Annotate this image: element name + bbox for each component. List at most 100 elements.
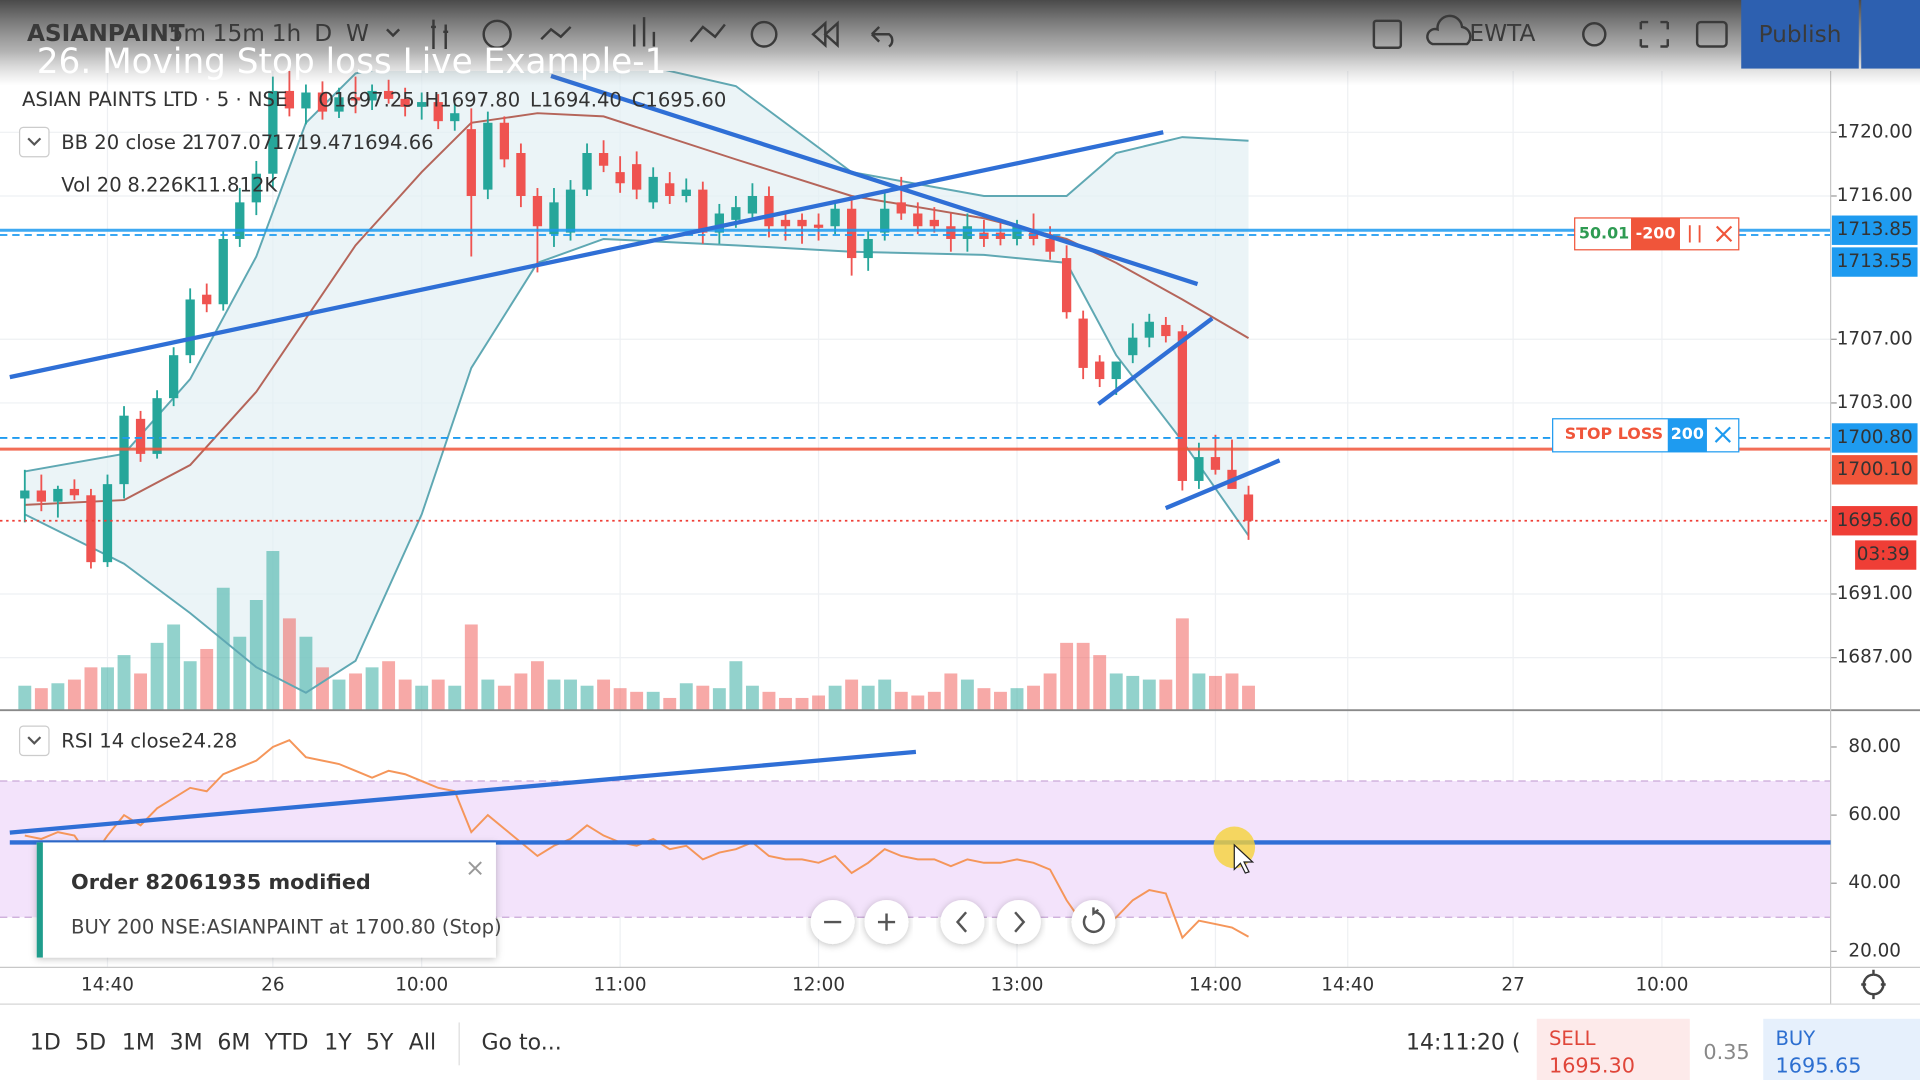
sell-price[interactable]: 1695.30 [1549, 1054, 1635, 1078]
interval[interactable]: 5m [169, 20, 206, 47]
y-tick-label: 40.00 [1848, 872, 1901, 893]
icon[interactable] [1426, 14, 1472, 46]
volume-bar [299, 636, 313, 711]
volume-bar [828, 685, 842, 711]
candle-body [648, 176, 658, 203]
drag-icon [1688, 225, 1701, 243]
volume-bar [464, 624, 478, 711]
notification [36, 842, 496, 958]
x-tick-label: 14:00 [1189, 975, 1242, 996]
volume-bar [266, 551, 280, 711]
symbol[interactable]: ASIANPAINT [27, 20, 185, 47]
range-button[interactable]: YTD [264, 1030, 309, 1055]
icon[interactable] [750, 20, 778, 48]
volume-bar [977, 688, 991, 711]
sell-button[interactable] [1536, 1018, 1690, 1080]
candle-body [1144, 321, 1154, 338]
price-label: 1713.55 [1837, 251, 1913, 272]
range-button[interactable]: All [409, 1030, 436, 1055]
instrument: ASIAN PAINTS LTD · 5 · NSE [22, 88, 287, 111]
volume-bar [316, 667, 329, 711]
buy-price[interactable]: 1695.65 [1776, 1054, 1862, 1078]
range-button[interactable]: 1M [122, 1030, 155, 1055]
candle-body [218, 238, 228, 305]
icon [1014, 911, 1026, 933]
candle-body [747, 195, 758, 214]
candle-body [1243, 494, 1254, 521]
scroll-right[interactable] [996, 900, 1041, 945]
notification-close[interactable] [468, 861, 482, 875]
range-button[interactable]: 5Y [366, 1030, 394, 1055]
price-label-box [1831, 455, 1918, 485]
candle-body [780, 219, 791, 227]
buy-button[interactable] [1763, 1018, 1920, 1080]
candle-body [946, 226, 956, 239]
icon[interactable] [1582, 22, 1607, 47]
close-icon[interactable] [1714, 426, 1731, 443]
price-pane [18, 71, 1255, 711]
icon[interactable] [1372, 19, 1403, 49]
reset[interactable] [1071, 900, 1116, 945]
ohlc-legend: O1697.25 H1697.80 L1694.40 C1695.60 [318, 88, 726, 111]
range-button[interactable]: 5D [75, 1030, 106, 1055]
range-button[interactable]: 1Y [324, 1030, 352, 1055]
candle-body [334, 97, 344, 112]
icon[interactable] [1639, 20, 1669, 48]
price-label-box [1831, 423, 1918, 453]
candle-body [731, 207, 741, 220]
qty-box [1667, 418, 1707, 452]
volume-bar [183, 661, 197, 711]
publish-button[interactable] [1741, 0, 1859, 69]
volume-bar [762, 691, 776, 711]
candle-body [1210, 457, 1221, 470]
order-widget[interactable]: 50.01 -200 [1574, 217, 1740, 251]
buy-label[interactable]: BUY [1776, 1027, 1816, 1050]
stop-loss-widget[interactable]: STOP LOSS 200 [1552, 418, 1740, 453]
interval[interactable]: D [314, 20, 332, 47]
settings-icon[interactable] [1861, 969, 1886, 1000]
y-tick-label: 80.00 [1848, 736, 1901, 757]
candle-body [532, 195, 543, 227]
candle-body [251, 173, 261, 203]
icon[interactable] [633, 17, 656, 47]
candle-body [698, 189, 708, 233]
volume-bar [200, 648, 214, 711]
scroll-left[interactable] [940, 900, 985, 945]
icon[interactable] [386, 28, 401, 38]
y-tick-label: 1707.00 [1837, 328, 1913, 349]
icon[interactable] [431, 19, 449, 49]
collapse-button[interactable] [18, 725, 50, 757]
bb-upper [24, 71, 1249, 473]
publish-label[interactable]: Publish [1759, 21, 1842, 48]
candle-body [665, 183, 675, 196]
volume-bar [1159, 679, 1173, 711]
icon[interactable] [482, 19, 512, 49]
notification-body: BUY 200 NSE:ASIANPAINT at 1700.80 (Stop) [71, 916, 502, 939]
goto[interactable]: Go to... [481, 1030, 561, 1055]
candle-body [86, 495, 96, 563]
candle-body [1177, 331, 1188, 481]
range-button[interactable]: 6M [217, 1030, 250, 1055]
candle-body [301, 92, 311, 109]
x-tick-label: 12:00 [792, 975, 845, 996]
interval[interactable]: W [346, 20, 369, 47]
play-button[interactable] [1861, 0, 1920, 69]
pnl: 50.01 [1579, 223, 1629, 242]
icon[interactable] [870, 26, 894, 48]
icon[interactable] [689, 23, 726, 43]
x-tick-label: 27 [1501, 975, 1524, 996]
sell-label[interactable]: SELL [1549, 1027, 1596, 1050]
interval[interactable]: 1h [272, 20, 302, 47]
range-button[interactable]: 1D [30, 1030, 61, 1055]
account[interactable]: EWTA [1469, 20, 1535, 47]
icon[interactable] [1695, 20, 1728, 48]
collapse-button[interactable] [18, 126, 50, 158]
candle-body [367, 90, 377, 101]
close-icon[interactable] [1715, 225, 1733, 243]
range-button[interactable]: 3M [170, 1030, 203, 1055]
notification-accent [36, 842, 43, 958]
video-title: 26. Moving Stop loss Live Example-1 [37, 42, 667, 82]
icon[interactable] [540, 26, 572, 41]
interval[interactable]: 15m [213, 20, 265, 47]
icon[interactable] [811, 20, 839, 49]
